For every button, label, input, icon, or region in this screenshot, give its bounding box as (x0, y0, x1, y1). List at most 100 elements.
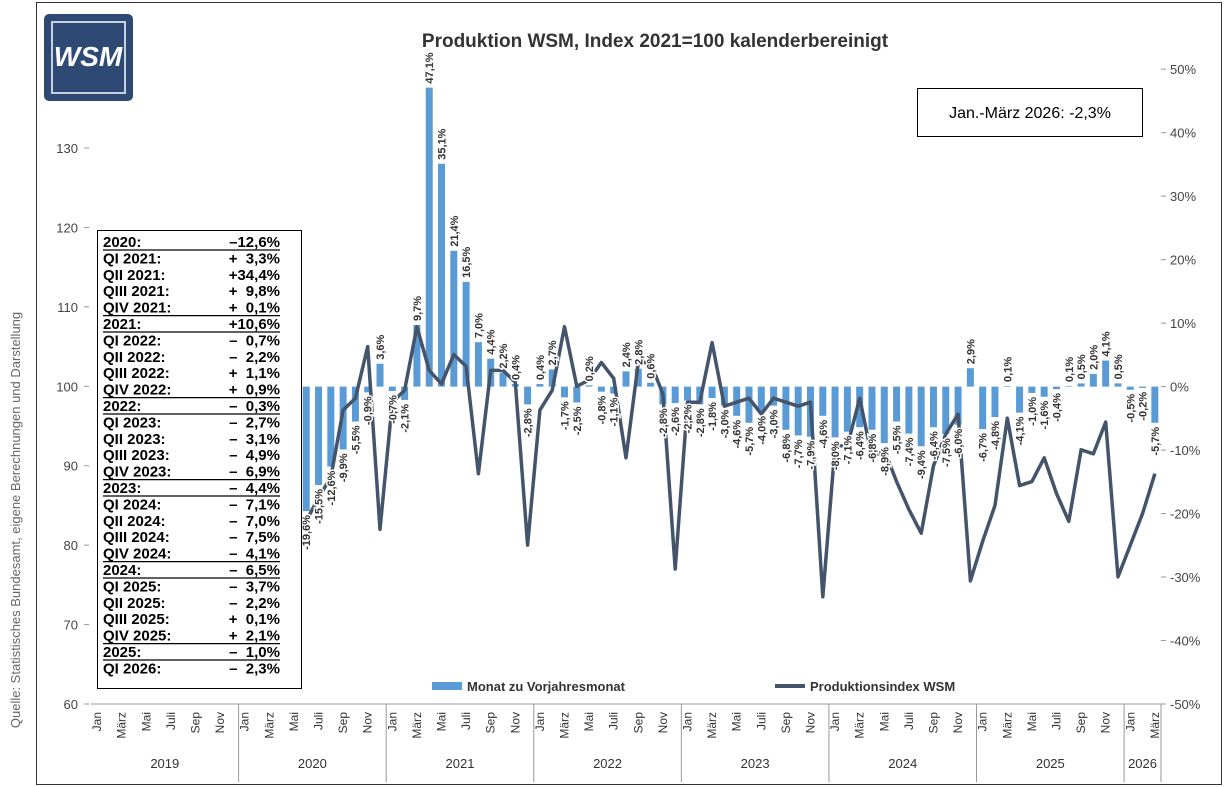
summary-label: QIII 2022: (103, 365, 170, 382)
summary-label: QII 2023: (103, 431, 166, 448)
summary-label: 2025: (103, 644, 141, 661)
bar (819, 386, 827, 416)
y-tick-label: 100 (56, 379, 78, 394)
data-label: -2,5% (572, 406, 584, 435)
data-label: 2,8% (633, 340, 645, 365)
data-label: -7,9% (805, 441, 817, 470)
bar (683, 386, 691, 401)
bar (893, 386, 901, 422)
bar (450, 250, 458, 387)
bar (499, 372, 507, 387)
summary-label: QI 2022: (103, 332, 161, 349)
bar (548, 369, 556, 387)
x-tick-label: Mai (287, 712, 301, 731)
x-tick-label: Juli (459, 712, 473, 730)
x-tick-label: Mai (877, 712, 891, 731)
bar (831, 386, 839, 438)
bar (474, 342, 482, 387)
x-tick-label: Nov (1099, 712, 1113, 733)
bar (966, 368, 974, 387)
data-label: -7,7% (793, 439, 805, 468)
x-tick-label: Sep (926, 712, 940, 734)
summary-label: QIV 2021: (103, 300, 171, 317)
bar (561, 386, 569, 398)
summary-box (97, 230, 302, 689)
bar (438, 163, 446, 387)
data-label: -5,5% (350, 425, 362, 454)
data-label: 9,7% (412, 296, 424, 321)
data-label: -0,8% (596, 395, 608, 424)
x-tick-label: Sep (484, 712, 498, 734)
data-label: -3,0% (719, 409, 731, 438)
bar (905, 386, 913, 434)
data-label: -0,4% (1051, 393, 1063, 422)
x-tick-label: Jan (533, 712, 547, 731)
data-label: -4,1% (1015, 416, 1027, 445)
data-label: -2,8% (695, 408, 707, 437)
x-tick-label: Mai (582, 712, 596, 731)
summary-value: –12,6% (229, 234, 280, 251)
summary-value: – 1,0% (229, 644, 280, 661)
year-label: 2023 (741, 756, 770, 771)
data-label: -8,9% (879, 447, 891, 476)
x-tick-label: Jan (90, 712, 104, 731)
source-note: Quelle: Statistisches Bundesamt, eigene … (8, 312, 23, 728)
y2-tick-label: 40% (1170, 126, 1196, 141)
summary-value: – 7,5% (229, 529, 280, 546)
summary-label: QIV 2023: (103, 464, 171, 481)
y-tick-label: 60 (64, 697, 78, 712)
y2-tick-label: 50% (1170, 62, 1196, 77)
summary-value: + 0,9% (229, 382, 280, 399)
summary-label: QI 2026: (103, 660, 161, 677)
summary-label: QIII 2021: (103, 283, 170, 300)
x-tick-label: Sep (631, 712, 645, 734)
bar (745, 386, 753, 423)
bar (524, 386, 532, 405)
data-label: -2,8% (658, 408, 670, 437)
x-tick-label: März (410, 712, 424, 739)
summary-value: – 6,5% (229, 562, 280, 579)
data-label: -2,1% (400, 404, 412, 433)
y2-tick-label: -20% (1170, 507, 1201, 522)
summary-label: 2024: (103, 562, 141, 579)
summary-label: 2020: (103, 234, 141, 251)
y-tick-label: 70 (64, 618, 78, 633)
summary-label: QII 2025: (103, 595, 166, 612)
data-label: -6,4% (855, 431, 867, 460)
bar (757, 386, 765, 412)
x-tick-label: Jan (976, 712, 990, 731)
bar (1139, 386, 1147, 388)
data-label: -0,2% (1138, 392, 1150, 421)
summary-value: – 2,2% (229, 349, 280, 366)
x-tick-label: Sep (1074, 712, 1088, 734)
x-tick-label: März (705, 712, 719, 739)
bar (597, 386, 605, 392)
x-tick-label: Mai (730, 712, 744, 731)
bar (1028, 386, 1036, 393)
data-label: -0,5% (1125, 394, 1137, 423)
data-label: 0,6% (646, 354, 658, 379)
summary-value: – 3,1% (229, 431, 280, 448)
bar (1126, 386, 1134, 390)
y2-tick-label: -10% (1170, 443, 1201, 458)
summary-value: – 3,7% (229, 578, 280, 595)
data-label: 2,2% (498, 343, 510, 368)
summary-label: QII 2021: (103, 267, 166, 284)
data-label: -2,8% (523, 408, 535, 437)
year-label: 2025 (1036, 756, 1065, 771)
summary-label: QIV 2024: (103, 546, 171, 563)
x-tick-label: Juli (164, 712, 178, 730)
summary-label: QI 2021: (103, 250, 161, 267)
data-label: -4,8% (990, 421, 1002, 450)
x-tick-label: Sep (189, 712, 203, 734)
data-label: -5,7% (744, 427, 756, 456)
logo-background (44, 14, 133, 101)
data-label: -12,6% (326, 470, 338, 505)
x-tick-label: Nov (361, 712, 375, 733)
bar (880, 386, 888, 444)
summary-label: 2023: (103, 480, 141, 497)
bar (634, 368, 642, 387)
summary-value: + 1,1% (229, 365, 280, 382)
year-label: 2026 (1128, 756, 1157, 771)
index-line (304, 324, 1157, 599)
